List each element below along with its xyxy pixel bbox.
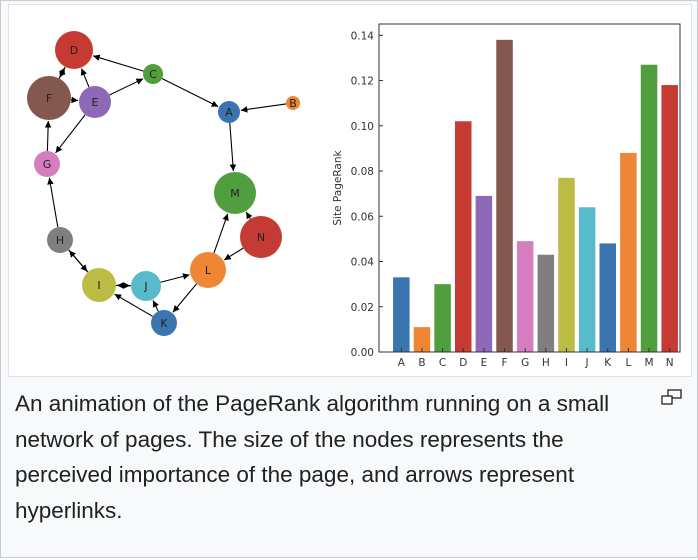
x-tick-label: D: [459, 357, 467, 369]
edge-D-F: [59, 66, 66, 78]
node-label-L: L: [205, 264, 212, 277]
x-tick-label: B: [418, 357, 425, 369]
node-label-D: D: [70, 44, 78, 57]
node-E: [79, 86, 111, 118]
edge-F-E: [70, 96, 79, 104]
node-label-F: F: [46, 92, 52, 105]
y-tick-label: 0.02: [351, 302, 374, 314]
node-label-B: B: [289, 97, 297, 110]
y-tick-label: 0.14: [351, 30, 375, 42]
y-tick-label: 0.00: [351, 347, 374, 359]
figure-caption: An animation of the PageRank algorithm r…: [15, 391, 610, 523]
node-M: [214, 172, 256, 214]
node-label-E: E: [92, 96, 99, 109]
y-tick-label: 0.08: [351, 166, 374, 178]
x-tick-label: F: [502, 357, 508, 369]
node-label-I: I: [97, 279, 100, 292]
bar-chart: A B C D E F G H I J K L M N 0.00 0.02 0.04 0.06 0.08 0.10 0.…: [332, 23, 681, 369]
y-tick-label: 0.04: [351, 257, 375, 269]
node-label-A: A: [225, 106, 233, 119]
bar-E: [475, 195, 493, 352]
edge-E-G: [55, 114, 86, 154]
y-tick-label: 0.06: [351, 211, 375, 223]
bar-I: [558, 177, 575, 352]
x-tick-label: C: [439, 357, 446, 369]
bar-K: [599, 243, 617, 352]
network-graph: A B C D E F G H I J K L M N: [27, 31, 300, 336]
bar-G: [516, 241, 534, 352]
node-label-M: M: [230, 187, 240, 200]
x-tick-label: I: [565, 357, 568, 369]
bar-C: [434, 284, 451, 352]
node-C: [143, 64, 163, 84]
edge-L-K: [172, 283, 197, 313]
x-tick-label: E: [481, 357, 488, 369]
bar-N: [661, 85, 678, 352]
x-tick-label: A: [398, 357, 406, 369]
node-G: [34, 151, 60, 177]
bar-J: [578, 207, 596, 352]
node-label-N: N: [257, 231, 265, 244]
bar-M: [640, 64, 658, 353]
x-tick-label: L: [625, 357, 631, 369]
node-label-H: H: [56, 234, 64, 247]
node-A: [218, 101, 240, 123]
node-F: [27, 76, 71, 120]
edge-E-D: [80, 68, 90, 88]
node-label-K: K: [160, 317, 168, 330]
x-tick-label: G: [521, 357, 529, 369]
bar-D: [454, 121, 472, 352]
edge-C-A: [161, 77, 219, 108]
edge-K-I: [114, 293, 154, 317]
magnify-clip-icon[interactable]: [661, 389, 683, 405]
node-K: [151, 310, 177, 336]
x-tick-label: N: [666, 357, 674, 369]
x-tick-label: K: [604, 357, 612, 369]
x-tick-label: M: [645, 357, 654, 369]
node-J: [131, 271, 161, 301]
bar-F: [496, 39, 513, 353]
x-tick-label: H: [542, 357, 550, 369]
node-H: [47, 227, 73, 253]
edge-E-C: [109, 78, 144, 96]
edge-J-L: [160, 273, 190, 283]
edge-C-D: [92, 54, 144, 72]
node-label-G: G: [43, 158, 52, 171]
edge-G-F: [44, 120, 52, 152]
y-tick-label: 0.12: [351, 76, 374, 88]
node-I: [82, 268, 116, 302]
edge-N-L: [223, 247, 244, 261]
node-L: [190, 252, 226, 288]
node-N: [240, 216, 282, 258]
edge-L-M: [213, 213, 229, 254]
edge-I-H: [68, 250, 89, 273]
edge-A-M: [229, 122, 237, 172]
edge-B-A: [240, 103, 287, 113]
node-D: [55, 31, 93, 69]
y-tick-label: 0.10: [351, 121, 374, 133]
edge-H-G: [47, 177, 59, 228]
bar-L: [620, 152, 637, 352]
node-B: [286, 96, 300, 110]
edge-K-J: [152, 300, 159, 312]
edge-N-M: [245, 211, 253, 220]
node-label-J: J: [143, 280, 147, 293]
bar-A: [393, 277, 410, 352]
bar-B: [413, 327, 431, 352]
node-label-C: C: [149, 68, 157, 81]
y-axis-label: Site PageRank: [332, 150, 344, 226]
plot-frame: [378, 23, 681, 353]
x-tick-label: J: [585, 357, 589, 369]
bar-H: [537, 254, 555, 352]
